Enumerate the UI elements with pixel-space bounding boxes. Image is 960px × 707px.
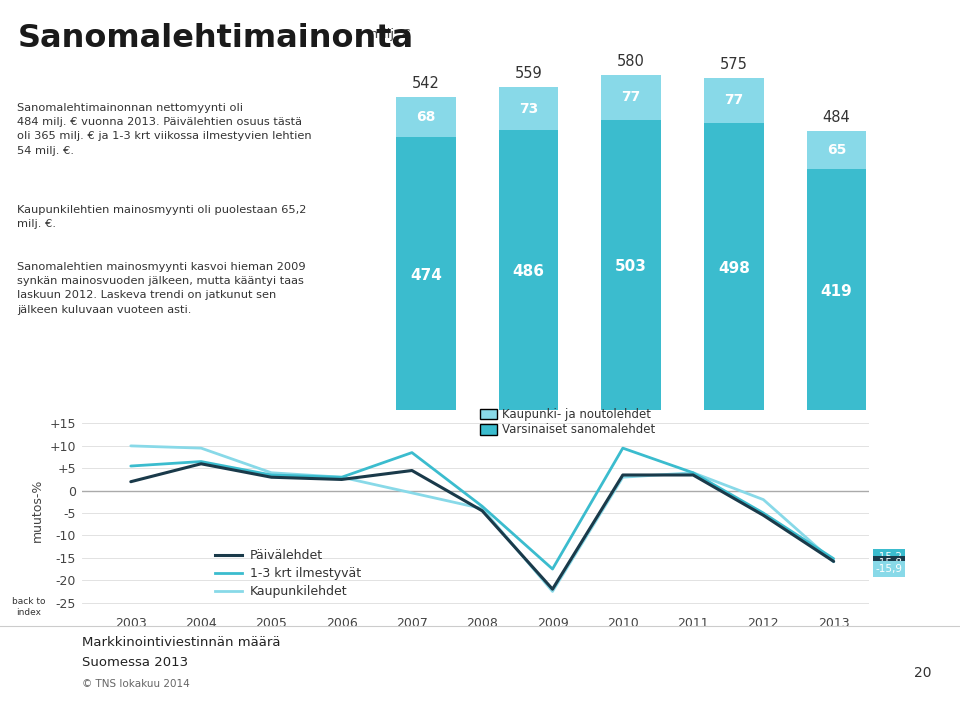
- Bar: [499, 130, 559, 414]
- Text: 77: 77: [724, 93, 743, 107]
- Text: 77: 77: [621, 90, 641, 105]
- Bar: [602, 75, 660, 120]
- Text: 2010: 2010: [510, 430, 547, 445]
- Text: Sanomalehtimainonta: Sanomalehtimainonta: [17, 23, 414, 54]
- Text: 73: 73: [519, 102, 539, 115]
- Bar: [704, 123, 763, 414]
- Text: 575: 575: [720, 57, 748, 72]
- Text: 484: 484: [823, 110, 851, 125]
- Bar: [602, 120, 660, 414]
- Bar: [396, 137, 456, 414]
- Text: 68: 68: [417, 110, 436, 124]
- Text: 559: 559: [515, 66, 542, 81]
- Y-axis label: muutos-%: muutos-%: [31, 479, 44, 542]
- Text: -15,9: -15,9: [876, 564, 902, 574]
- Bar: [499, 87, 559, 130]
- Text: Suomessa 2013: Suomessa 2013: [82, 656, 188, 669]
- Text: 2013: 2013: [818, 430, 855, 445]
- Text: Markkinointiviestinnän määrä: Markkinointiviestinnän määrä: [82, 636, 280, 649]
- Text: 498: 498: [718, 261, 750, 276]
- Text: -15,2: -15,2: [876, 552, 902, 562]
- Bar: [806, 169, 866, 414]
- Text: 419: 419: [821, 284, 852, 299]
- Text: © TNS lokakuu 2014: © TNS lokakuu 2014: [82, 679, 189, 689]
- Text: 20: 20: [914, 666, 931, 680]
- Text: -15,8: -15,8: [876, 559, 902, 568]
- Text: 2011: 2011: [612, 430, 650, 445]
- Text: Varsinaiset sanomalehdet: Varsinaiset sanomalehdet: [502, 423, 656, 436]
- Bar: [806, 131, 866, 169]
- Text: back to
index: back to index: [12, 597, 45, 617]
- Text: 486: 486: [513, 264, 544, 279]
- Text: TNS: TNS: [12, 656, 58, 677]
- Text: 474: 474: [410, 268, 442, 283]
- Text: Sanomalehtimainonnan nettomyynti oli
484 milj. € vuonna 2013. Päivälehtien osuus: Sanomalehtimainonnan nettomyynti oli 484…: [17, 103, 312, 156]
- Text: 2012: 2012: [715, 430, 753, 445]
- Text: 542: 542: [412, 76, 440, 91]
- Text: 503: 503: [615, 259, 647, 274]
- Text: Kaupunkilehtien mainosmyynti oli puolestaan 65,2
milj. €.: Kaupunkilehtien mainosmyynti oli puolest…: [17, 205, 306, 230]
- Bar: [396, 97, 456, 137]
- Text: milj. €: milj. €: [370, 28, 411, 41]
- Text: 580: 580: [617, 54, 645, 69]
- Text: Kaupunki- ja noutolehdet: Kaupunki- ja noutolehdet: [502, 408, 651, 421]
- Text: 2009: 2009: [407, 430, 444, 445]
- Text: Sanomalehtien mainosmyynti kasvoi hieman 2009
synkän mainosvuoden jälkeen, mutta: Sanomalehtien mainosmyynti kasvoi hieman…: [17, 262, 306, 315]
- Text: 65: 65: [827, 143, 846, 157]
- Legend: Päivälehdet, 1-3 krt ilmestyvät, Kaupunkilehdet: Päivälehdet, 1-3 krt ilmestyvät, Kaupunk…: [210, 544, 366, 603]
- Bar: [704, 78, 763, 123]
